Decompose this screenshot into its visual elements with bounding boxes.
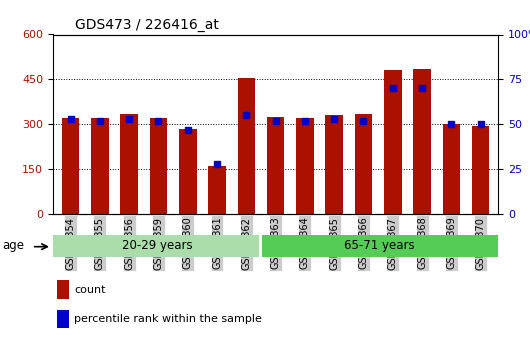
Bar — [57, 310, 68, 328]
Bar — [149, 118, 167, 214]
Bar — [57, 280, 68, 299]
Bar — [472, 126, 489, 214]
Bar — [355, 114, 372, 214]
Text: percentile rank within the sample: percentile rank within the sample — [74, 314, 262, 324]
Bar — [384, 70, 402, 214]
Bar — [413, 69, 431, 214]
Text: 20-29 years: 20-29 years — [121, 239, 192, 252]
Bar — [237, 78, 255, 214]
Text: 65-71 years: 65-71 years — [344, 239, 415, 252]
Bar — [262, 235, 498, 257]
Bar — [179, 129, 197, 214]
Bar — [267, 117, 285, 214]
Bar — [208, 166, 226, 214]
Bar — [62, 118, 80, 214]
Text: GDS473 / 226416_at: GDS473 / 226416_at — [75, 18, 219, 32]
Text: count: count — [74, 285, 106, 295]
Bar — [443, 124, 460, 214]
Text: age: age — [3, 239, 25, 252]
Bar — [296, 118, 314, 214]
Bar — [325, 115, 343, 214]
Bar — [91, 118, 109, 214]
Bar — [53, 235, 259, 257]
Bar — [120, 114, 138, 214]
